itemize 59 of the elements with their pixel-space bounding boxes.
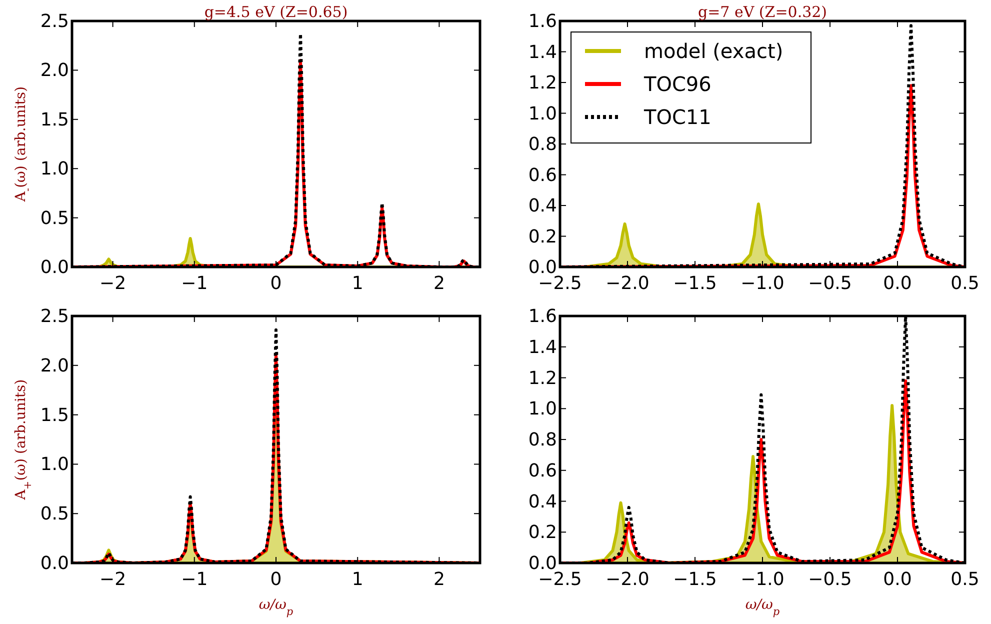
y-tick-label: 1.2 xyxy=(528,368,557,389)
x-tick-label: −1.0 xyxy=(740,569,784,590)
y-tick-label: 1.2 xyxy=(528,72,557,94)
x-tick-label: 0 xyxy=(270,273,282,294)
x-tick-label: −0.5 xyxy=(808,273,852,294)
y-tick-label: 2.0 xyxy=(40,355,69,376)
x-tick-label: −2.0 xyxy=(606,569,650,590)
y-tick-label: 0.2 xyxy=(528,522,557,544)
y-tick-label: 2.5 xyxy=(40,306,69,327)
x-tick-label: 1 xyxy=(352,569,364,590)
y-tick-label: 1.4 xyxy=(528,42,557,63)
y-tick-label: 1.0 xyxy=(40,158,69,180)
x-tick-label: −1 xyxy=(181,569,208,590)
x-tick-label: −1.5 xyxy=(673,569,717,590)
x-tick-label: −2.5 xyxy=(538,569,582,590)
x-tick-label: −1.5 xyxy=(673,273,717,294)
y-tick-label: 0.2 xyxy=(528,226,557,248)
x-tick-label: −0.5 xyxy=(808,569,852,590)
y-tick-label: 0.6 xyxy=(528,164,557,186)
x-axis-title: ω/ω$_{p}$ xyxy=(258,597,294,618)
legend-label: TOC96 xyxy=(643,72,712,96)
x-tick-label: 0.0 xyxy=(883,569,912,590)
y-tick-label: 1.0 xyxy=(528,398,557,420)
y-tick-label: 0.0 xyxy=(40,553,69,574)
x-axis-title: ω/ω$_{p}$ xyxy=(745,597,780,618)
y-tick-label: 0.8 xyxy=(528,134,557,155)
x-tick-label: 0.5 xyxy=(950,569,980,590)
y-tick-label: 2.0 xyxy=(40,60,69,82)
y-tick-label: 1.4 xyxy=(528,336,557,358)
x-tick-label: −2 xyxy=(100,273,126,294)
y-tick-label: 0.8 xyxy=(528,430,557,450)
y-tick-label: 0.4 xyxy=(528,491,557,512)
legend-label: model (exact) xyxy=(644,39,784,63)
x-tick-label: 2 xyxy=(433,569,445,590)
x-tick-label: −2.0 xyxy=(606,273,650,294)
x-tick-label: −1 xyxy=(181,273,208,294)
y-tick-label: 1.5 xyxy=(40,404,69,426)
x-tick-label: 2 xyxy=(433,273,445,294)
x-tick-label: 1 xyxy=(352,273,364,294)
x-tick-label: 0.5 xyxy=(950,273,980,294)
legend-label: TOC11 xyxy=(643,105,712,129)
y-tick-label: 2.5 xyxy=(40,11,69,32)
y-tick-label: 0.5 xyxy=(40,504,69,525)
y-tick-label: 1.0 xyxy=(528,103,557,124)
x-tick-label: −1.0 xyxy=(740,273,784,294)
x-tick-label: 0 xyxy=(270,569,282,590)
y-tick-label: 0.4 xyxy=(528,196,557,216)
x-tick-label: 0.0 xyxy=(883,273,912,294)
y-tick-label: 0.5 xyxy=(40,208,69,229)
chart-title: g=7 eV (Z=0.32) xyxy=(698,3,828,21)
y-tick-label: 1.6 xyxy=(528,306,557,327)
y-tick-label: 1.6 xyxy=(528,11,557,32)
y-tick-label: 0.6 xyxy=(528,460,557,482)
x-tick-label: −2.5 xyxy=(538,273,582,294)
y-tick-label: 1.0 xyxy=(40,454,69,476)
x-tick-label: −2 xyxy=(100,569,126,590)
y-tick-label: 1.5 xyxy=(40,109,69,130)
chart-title: g=4.5 eV (Z=0.65) xyxy=(204,3,348,21)
y-tick-label: 0.0 xyxy=(40,257,69,278)
